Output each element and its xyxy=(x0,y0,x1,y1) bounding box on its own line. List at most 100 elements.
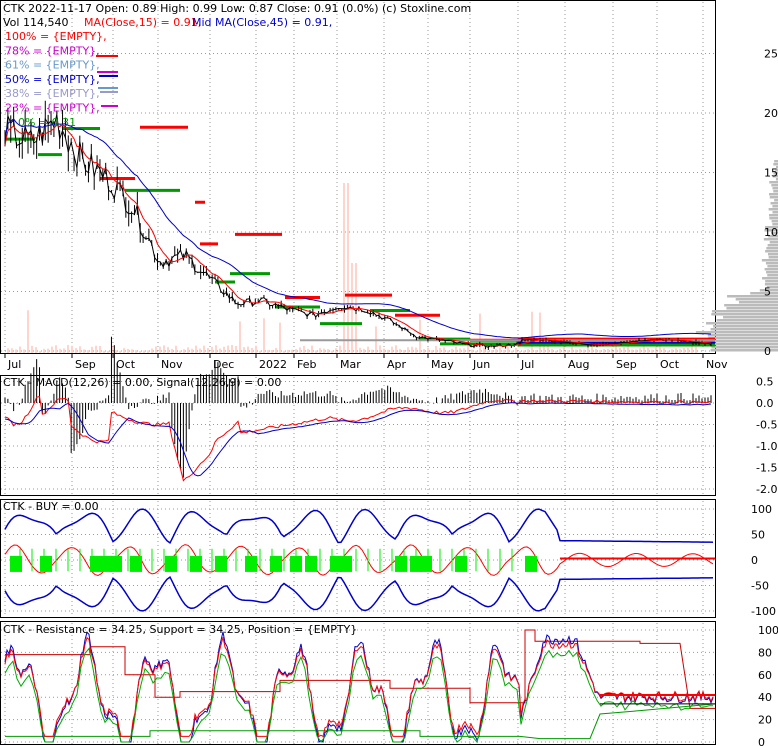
buy-signal xyxy=(340,555,352,572)
profile-bar xyxy=(773,163,778,166)
grid-lines xyxy=(1,2,715,744)
profile-bar xyxy=(738,301,778,304)
profile-bar xyxy=(765,250,778,253)
month-label: May xyxy=(431,358,454,371)
ma15-label: MA(Close,15) = 0.91, xyxy=(84,16,201,29)
buy-signal xyxy=(90,555,102,572)
profile-bar xyxy=(706,322,778,325)
profile-bar xyxy=(735,298,778,301)
month-label: Dec xyxy=(213,358,234,371)
buy-label: CTK - BUY = 0.00 xyxy=(3,500,99,513)
ma15-line xyxy=(4,124,712,347)
price-panel-frame xyxy=(0,0,716,354)
stoch-tick: 40 xyxy=(758,691,772,704)
macd-label: CTK - MACD(12,26) = 0.00, Signal(12,26,9… xyxy=(3,376,281,389)
profile-bar xyxy=(711,310,778,313)
buy-tick: 50 xyxy=(751,529,765,542)
profile-bar xyxy=(771,184,778,187)
profile-bar xyxy=(764,268,778,271)
stoch-tick: 100 xyxy=(758,624,778,637)
volume-profile xyxy=(695,160,778,352)
buy-signal xyxy=(190,555,202,572)
month-label: Apr xyxy=(387,358,407,371)
month-label: Jul xyxy=(520,358,534,371)
buy-signal xyxy=(245,555,257,572)
profile-bar xyxy=(769,196,778,199)
fib-legend: 100% = {EMPTY},78% = {EMPTY}, 61% = {EMPT… xyxy=(5,30,107,129)
profile-bar xyxy=(769,217,778,220)
buy-signal xyxy=(455,555,467,572)
profile-bar xyxy=(710,328,778,331)
buy-tick: -50 xyxy=(751,580,769,593)
buy-signal xyxy=(40,555,52,572)
profile-bar xyxy=(773,190,778,193)
profile-bar xyxy=(711,346,778,349)
profile-bar xyxy=(768,235,778,238)
macd-tick: -1.5 xyxy=(756,462,777,475)
profile-bar xyxy=(723,316,778,319)
month-label: Oct xyxy=(116,358,136,371)
month-label: Jun xyxy=(472,358,490,371)
fib-label: 0% = 0.31 xyxy=(18,116,76,129)
profile-bar xyxy=(774,160,778,163)
macd-tick: -1.0 xyxy=(756,440,777,453)
price-series xyxy=(4,100,712,350)
profile-bar xyxy=(759,289,778,292)
profile-bar xyxy=(707,334,778,337)
stoch-support xyxy=(5,703,716,740)
profile-bar xyxy=(772,205,778,208)
buy-signal xyxy=(130,555,142,572)
buy-signal xyxy=(165,555,177,572)
profile-bar xyxy=(695,331,778,334)
profile-bar xyxy=(769,181,778,184)
profile-bar xyxy=(713,343,778,346)
month-label: 2022 xyxy=(259,358,287,371)
profile-bar xyxy=(772,223,778,226)
buy-osc-line xyxy=(4,544,714,577)
profile-bar xyxy=(761,259,778,262)
profile-bar xyxy=(772,211,778,214)
profile-bar xyxy=(713,325,778,328)
buy-series xyxy=(4,508,715,612)
buy-signal xyxy=(395,555,407,572)
buy-signal xyxy=(270,555,282,572)
profile-bar xyxy=(726,307,778,310)
profile-bar xyxy=(762,277,778,280)
profile-bar xyxy=(750,292,778,295)
profile-bar xyxy=(765,280,778,283)
price-tick: 0 xyxy=(764,345,771,358)
buy-tick: -100 xyxy=(751,605,776,618)
month-label: Oct xyxy=(660,358,680,371)
profile-bar xyxy=(708,337,778,340)
profile-bar xyxy=(771,220,778,223)
price-tick: 10 xyxy=(764,226,778,239)
macd-line xyxy=(4,395,712,482)
profile-bar xyxy=(770,202,778,205)
profile-bar xyxy=(775,178,778,181)
stoch-d-line xyxy=(4,636,714,738)
price-tick: 15 xyxy=(764,167,778,180)
stoch-position-line xyxy=(4,647,714,744)
profile-bar xyxy=(703,340,778,343)
profile-bar xyxy=(772,187,778,190)
macd-panel-frame xyxy=(0,375,716,496)
buy-signal xyxy=(100,555,112,572)
month-label: Sep xyxy=(75,358,96,371)
profile-bar xyxy=(764,229,778,232)
price-tick: 5 xyxy=(764,286,771,299)
fib-label: 50% = {EMPTY}, xyxy=(5,73,100,86)
profile-bar xyxy=(764,283,778,286)
fib-label: 78% = {EMPTY}, xyxy=(5,44,100,57)
volume-label: Vol 114,540 xyxy=(3,16,68,29)
header-line: CTK 2022-11-17 Open: 0.89 High: 0.99 Low… xyxy=(3,2,471,15)
profile-bar xyxy=(716,319,778,322)
macd-tick: -0.5 xyxy=(756,419,777,432)
profile-bar xyxy=(727,295,778,298)
buy-panel-frame xyxy=(0,499,716,618)
profile-bar xyxy=(771,232,778,235)
profile-bar xyxy=(772,175,778,178)
stoch-tick: 60 xyxy=(758,669,772,682)
fib-label: 100% = {EMPTY}, xyxy=(5,30,107,43)
month-label: Jul xyxy=(7,358,21,371)
